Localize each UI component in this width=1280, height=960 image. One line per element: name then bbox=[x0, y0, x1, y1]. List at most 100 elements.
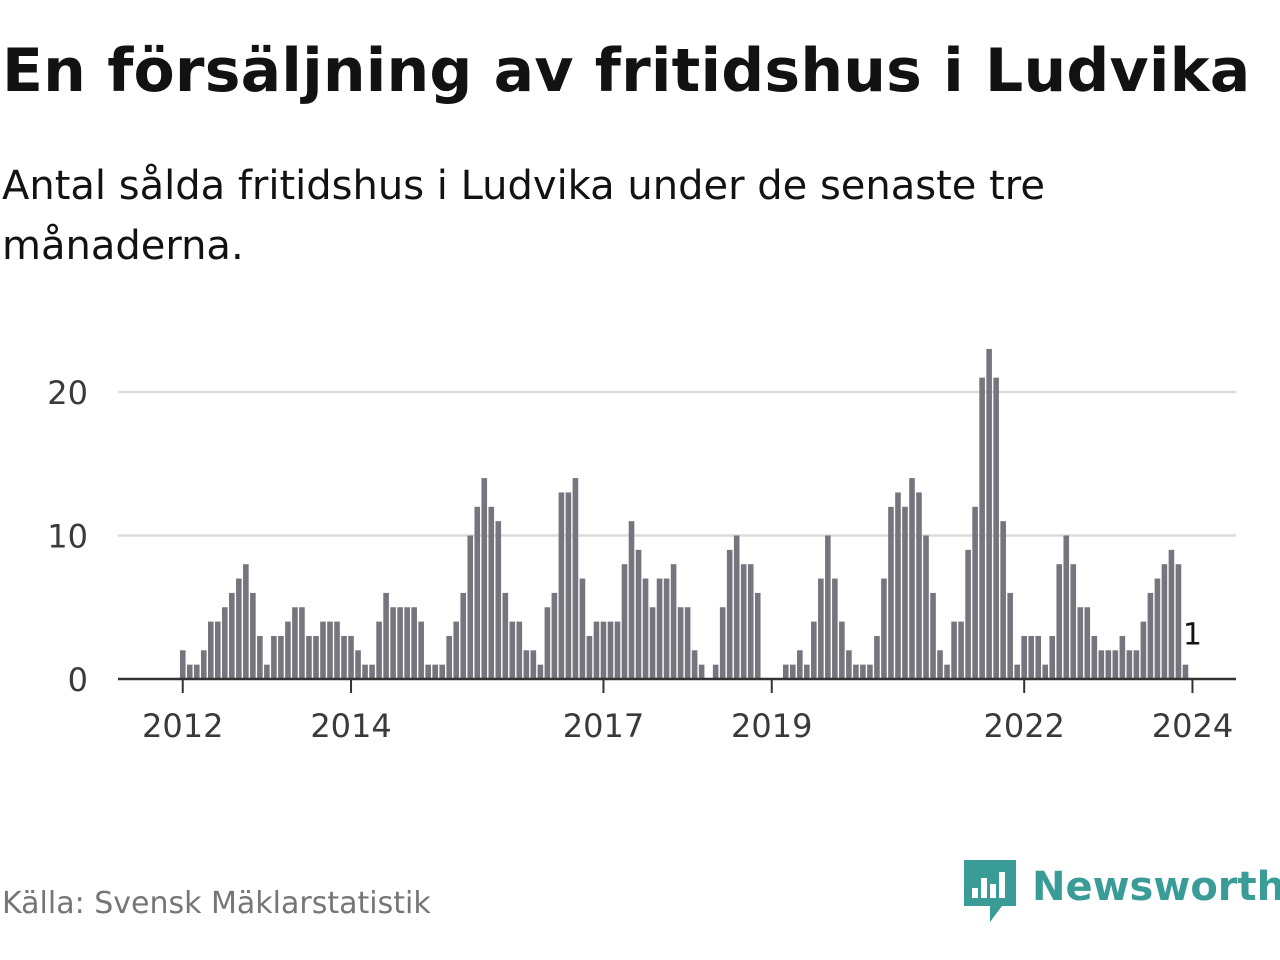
bar bbox=[930, 592, 936, 679]
bar bbox=[1161, 564, 1168, 679]
bar bbox=[902, 506, 908, 679]
bar bbox=[888, 506, 894, 679]
bar bbox=[993, 377, 999, 679]
bar bbox=[909, 478, 915, 679]
bar bbox=[1154, 578, 1161, 679]
bar-chart: 0 10 20 2012 2014 2017 2019 2022 2024 1 bbox=[47, 348, 1236, 745]
bar bbox=[327, 621, 333, 679]
chart-subtitle: Antal sålda fritidshus i Ludvika under d… bbox=[2, 163, 1045, 269]
bar bbox=[200, 650, 207, 679]
bar bbox=[684, 607, 691, 679]
bar bbox=[916, 492, 922, 679]
bar bbox=[1098, 650, 1105, 679]
bar bbox=[1182, 664, 1189, 679]
y-tick-label: 0 bbox=[68, 661, 88, 699]
bar bbox=[1147, 592, 1154, 679]
bar bbox=[362, 664, 368, 679]
bar bbox=[1063, 535, 1070, 679]
bar bbox=[1168, 549, 1175, 679]
bar bbox=[481, 478, 488, 679]
bar bbox=[986, 348, 992, 679]
x-tick-label: 2014 bbox=[310, 707, 391, 745]
bar bbox=[747, 564, 754, 679]
bar bbox=[1035, 635, 1042, 679]
bar bbox=[292, 607, 298, 679]
bar bbox=[460, 592, 467, 679]
bar bbox=[1028, 635, 1034, 679]
bar bbox=[1091, 635, 1098, 679]
bar bbox=[635, 549, 642, 679]
bar bbox=[544, 607, 551, 679]
bar bbox=[642, 578, 649, 679]
bar bbox=[719, 607, 726, 679]
bar bbox=[628, 521, 635, 679]
bar bbox=[509, 621, 516, 679]
bar bbox=[551, 592, 558, 679]
bar bbox=[250, 592, 256, 679]
bar bbox=[614, 621, 621, 679]
bar bbox=[804, 664, 810, 679]
bar bbox=[306, 635, 312, 679]
bar bbox=[881, 578, 887, 679]
bar bbox=[193, 664, 200, 679]
bar bbox=[404, 607, 410, 679]
bar bbox=[1042, 664, 1049, 679]
brand-logo[interactable]: Newsworthy bbox=[964, 860, 1280, 926]
bar bbox=[285, 621, 291, 679]
bar bbox=[944, 664, 950, 679]
bar bbox=[257, 635, 263, 679]
bar bbox=[369, 664, 375, 679]
x-tick-label: 2022 bbox=[983, 707, 1064, 745]
bar bbox=[179, 650, 186, 679]
bar bbox=[698, 664, 705, 679]
bar bbox=[1119, 635, 1126, 679]
bar bbox=[867, 664, 873, 679]
bar bbox=[1140, 621, 1147, 679]
bar bbox=[951, 621, 957, 679]
bar bbox=[895, 492, 901, 679]
bar bbox=[670, 564, 677, 679]
bar bbox=[516, 621, 523, 679]
bar bbox=[839, 621, 845, 679]
chart-title: En försäljning av fritidshus i Ludvika bbox=[2, 36, 1251, 106]
highlight-label: 1 bbox=[1183, 618, 1202, 653]
bar bbox=[488, 506, 495, 679]
bar bbox=[1021, 635, 1027, 679]
bar bbox=[313, 635, 319, 679]
bar bbox=[1000, 521, 1006, 679]
x-tick-label: 2012 bbox=[142, 707, 223, 745]
x-tick-label: 2017 bbox=[563, 707, 644, 745]
bar bbox=[537, 664, 544, 679]
bar bbox=[726, 549, 733, 679]
bar bbox=[1105, 650, 1112, 679]
bar bbox=[348, 635, 354, 679]
y-tick-label: 10 bbox=[47, 518, 88, 556]
bar bbox=[607, 621, 614, 679]
bar bbox=[579, 578, 586, 679]
bar bbox=[923, 535, 929, 679]
bar bbox=[186, 664, 193, 679]
bar bbox=[1112, 650, 1119, 679]
bar bbox=[972, 506, 978, 679]
source-note: Källa: Svensk Mäklarstatistik bbox=[2, 886, 431, 921]
bar bbox=[811, 621, 817, 679]
bar bbox=[467, 535, 474, 679]
bar bbox=[502, 592, 509, 679]
bar bbox=[818, 578, 824, 679]
bar bbox=[397, 607, 403, 679]
bar bbox=[383, 592, 389, 679]
bar bbox=[215, 621, 221, 679]
bar bbox=[474, 506, 481, 679]
bar bbox=[853, 664, 859, 679]
bar bbox=[355, 650, 361, 679]
bar bbox=[600, 621, 607, 679]
bar bbox=[243, 564, 249, 679]
bar bbox=[649, 607, 656, 679]
bar bbox=[558, 492, 565, 679]
bar bbox=[958, 621, 964, 679]
bar bbox=[754, 592, 761, 679]
bar bbox=[334, 621, 340, 679]
bar bbox=[712, 664, 719, 679]
bar bbox=[593, 621, 600, 679]
bar bbox=[320, 621, 326, 679]
